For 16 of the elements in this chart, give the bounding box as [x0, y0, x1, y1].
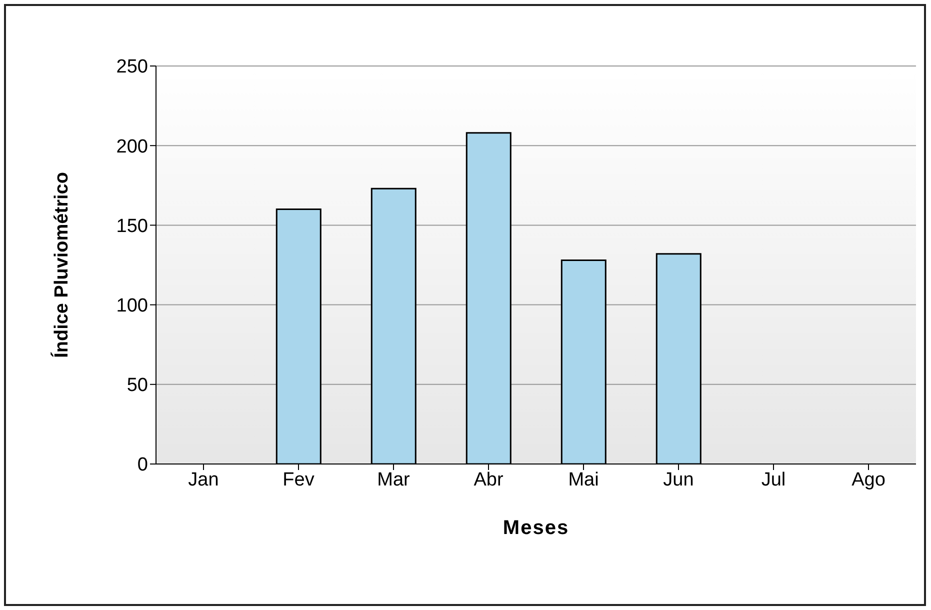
x-tick-label: Ago: [852, 469, 886, 490]
x-tick-label: Mai: [568, 469, 599, 490]
x-tick-label: Fev: [282, 469, 315, 490]
x-tick-label: Jun: [663, 469, 694, 490]
x-axis-title: Meses: [502, 517, 570, 539]
y-tick-label: 50: [126, 375, 148, 396]
y-tick-label: 150: [116, 216, 148, 237]
x-tick-label: Abr: [474, 469, 504, 490]
x-tick-label: Jul: [761, 469, 786, 490]
y-tick-label: 100: [116, 296, 148, 317]
y-axis-title: Índice Pluviométrico: [50, 172, 73, 358]
y-tick-label: 0: [137, 454, 148, 476]
y-tick-label: 250: [116, 56, 148, 78]
y-tick-label: 200: [116, 136, 148, 158]
x-tick-label: Jan: [188, 469, 219, 490]
x-tick-label: Mar: [377, 469, 411, 490]
